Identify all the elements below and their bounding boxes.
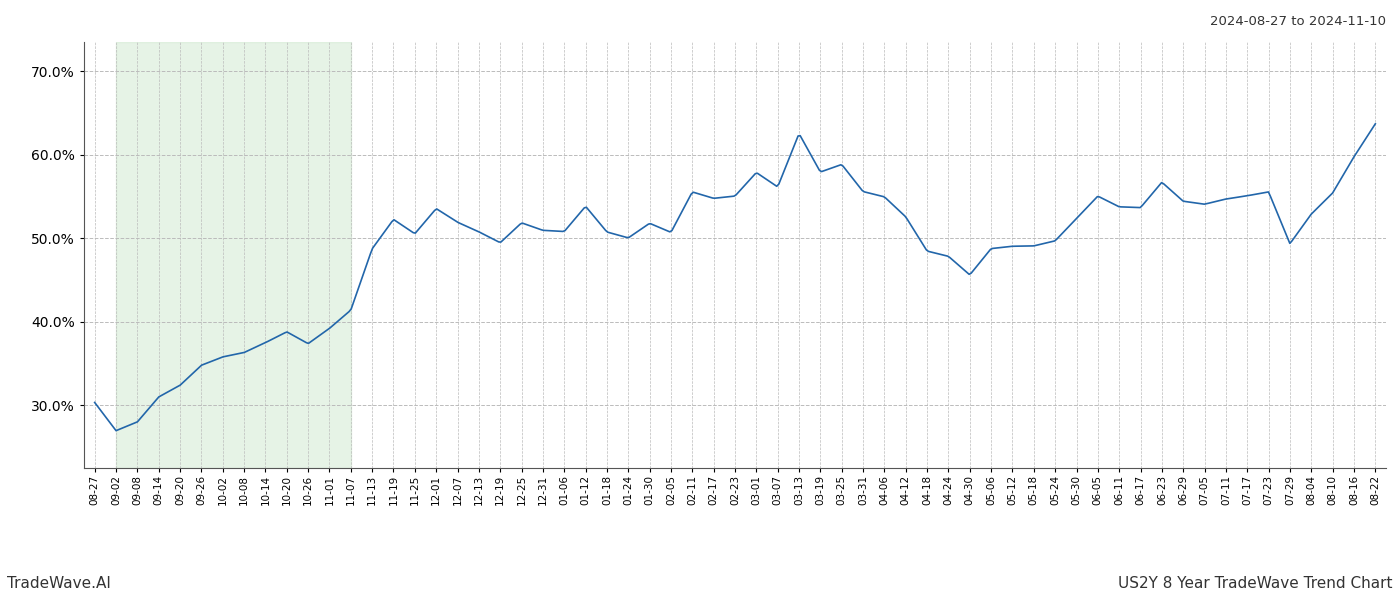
Text: TradeWave.AI: TradeWave.AI (7, 576, 111, 591)
Text: 2024-08-27 to 2024-11-10: 2024-08-27 to 2024-11-10 (1210, 15, 1386, 28)
Bar (116, 42, 351, 468)
Text: US2Y 8 Year TradeWave Trend Chart: US2Y 8 Year TradeWave Trend Chart (1119, 576, 1393, 591)
